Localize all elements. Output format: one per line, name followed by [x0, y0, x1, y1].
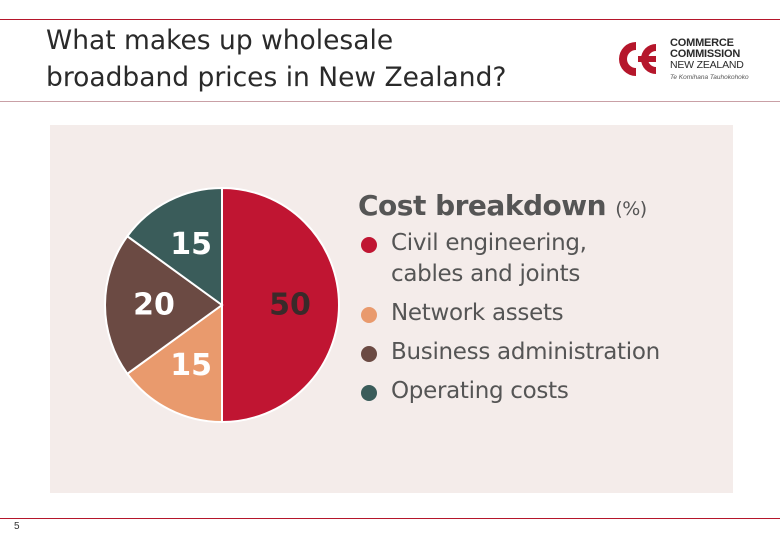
- pie-slice-2: [104, 234, 224, 376]
- legend-dot-2: [361, 346, 377, 362]
- legend-item-2: Business administration: [358, 337, 728, 368]
- legend-label-2-0: Business administration: [391, 339, 660, 365]
- chart-title: Cost breakdown (%): [358, 189, 728, 222]
- title-line-1: What makes up wholesale: [46, 25, 394, 56]
- logo-mark-icon: [619, 42, 656, 76]
- legend-label-3-0: Operating costs: [391, 378, 569, 404]
- pie-slice-0: [221, 186, 340, 424]
- logo-line-3: NEW ZEALAND: [670, 59, 744, 71]
- pie-slice-label-1: 15: [170, 348, 212, 383]
- legend-label-1-0: Network assets: [391, 300, 564, 326]
- legend-list: Civil engineering, cables and joints Netwo…: [358, 228, 728, 407]
- pie-slice-1: [125, 303, 223, 424]
- pie-slice-label-2: 20: [133, 288, 175, 323]
- slide-title: What makes up wholesale broadband prices…: [46, 22, 586, 96]
- legend-item-0: Civil engineering, cables and joints: [358, 228, 728, 290]
- chart-legend: Cost breakdown (%) Civil engineering, cab…: [358, 189, 728, 415]
- legend-dot-3: [361, 385, 377, 401]
- chart-title-text: Cost breakdown: [358, 189, 607, 222]
- legend-dot-0: [361, 237, 377, 253]
- header-rule: [0, 101, 780, 102]
- chart-panel: 50 15 20 15 Cost breakdown (%) Civil engine…: [50, 125, 733, 493]
- commerce-commission-logo: COMMERCE COMMISSION NEW ZEALAND Te Komih…: [612, 36, 780, 82]
- legend-label-0-0: Civil engineering,: [391, 230, 587, 256]
- logo-line-2: COMMISSION: [670, 48, 741, 60]
- logo-line-4: Te Komihana Tauhokohoko: [670, 74, 749, 81]
- title-line-2: broadband prices in New Zealand?: [46, 62, 507, 93]
- logo-line-1: COMMERCE: [670, 37, 734, 49]
- slide-number: 5: [14, 521, 20, 532]
- legend-dot-1: [361, 307, 377, 323]
- logo-text: COMMERCE COMMISSION NEW ZEALAND Te Komih…: [670, 38, 749, 83]
- footer-rule: [0, 518, 780, 519]
- legend-label-0-1: cables and joints: [391, 261, 581, 287]
- pie-slice-label-3: 15: [170, 227, 212, 262]
- chart-title-unit: (%): [615, 198, 647, 220]
- pie-slice-3: [125, 186, 223, 307]
- legend-item-1: Network assets: [358, 298, 728, 329]
- pie-slice-label-0: 50: [269, 288, 311, 323]
- pie-chart: 50 15 20 15: [104, 186, 340, 424]
- top-rule: [0, 19, 780, 20]
- legend-item-3: Operating costs: [358, 376, 728, 407]
